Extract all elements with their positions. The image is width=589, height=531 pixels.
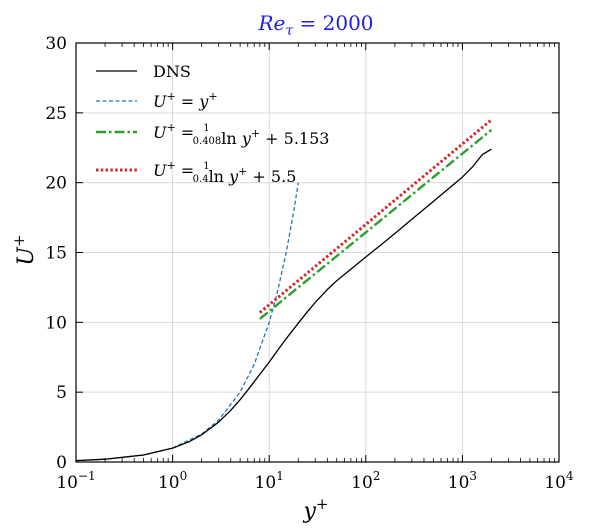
series-line-3 xyxy=(258,118,493,314)
x-tick-label-exponent: 3 xyxy=(469,469,477,483)
legend-label-log2: U+ = 1 0.4ln y+ + 5.5 xyxy=(153,159,296,186)
y-axis-label-base: U xyxy=(14,246,39,266)
legend-text-part: y xyxy=(228,167,239,186)
legend-text-part: y xyxy=(198,92,209,111)
legend-text-part: U xyxy=(153,92,167,111)
y-tick-label: 5 xyxy=(56,383,67,403)
title-rest: = 2000 xyxy=(293,11,373,35)
x-tick-label-base: 10 xyxy=(448,473,470,493)
x-tick-label-base: 10 xyxy=(56,473,78,493)
x-tick-label: 104 xyxy=(544,469,574,493)
legend-text-part: + 5.5 xyxy=(247,167,296,186)
grid-lines xyxy=(76,43,559,462)
legend-text-part: = xyxy=(176,123,200,142)
x-axis-label-sup: + xyxy=(316,495,329,513)
legend-text-part: + xyxy=(166,159,175,172)
y-axis-label-sup: + xyxy=(10,234,28,247)
x-axis-label: y+ xyxy=(302,495,328,524)
legend-text-part: + 5.153 xyxy=(260,129,329,148)
series-line-2 xyxy=(259,128,493,320)
x-tick-label: 103 xyxy=(448,469,477,493)
x-tick-label-exponent: 1 xyxy=(276,469,284,483)
series-line-0 xyxy=(75,148,492,462)
y-tick-label: 30 xyxy=(45,34,67,54)
x-tick-label: 100 xyxy=(158,469,187,493)
x-tick-label-exponent: 2 xyxy=(373,469,381,483)
legend-text-part: = xyxy=(176,161,200,180)
legend-label-visc: U+ = y+ xyxy=(153,90,218,111)
x-tick-label: 101 xyxy=(255,469,284,493)
y-tick-label: 10 xyxy=(45,313,67,333)
x-axis-label-base: y xyxy=(302,499,316,524)
title-re: Re xyxy=(257,11,285,35)
y-tick-label: 25 xyxy=(45,104,67,124)
legend-text-part: y xyxy=(241,129,252,148)
x-tick-label: 10−1 xyxy=(56,469,95,493)
legend-text-part: + xyxy=(166,90,175,103)
legend-text-part: U xyxy=(153,161,167,180)
legend-text-part: = xyxy=(176,92,200,111)
y-tick-label: 15 xyxy=(45,244,67,264)
legend-label-log1: U+ = 1 0.408ln y+ + 5.153 xyxy=(153,121,329,148)
x-tick-label-base: 10 xyxy=(255,473,277,493)
legend-frac-num: 1 xyxy=(203,161,209,172)
tick-group xyxy=(75,42,560,463)
legend-frac-num: 1 xyxy=(203,123,209,134)
x-tick-label-exponent: 0 xyxy=(180,469,188,483)
y-axis-label: U+ xyxy=(10,234,39,265)
x-tick-label-exponent: 4 xyxy=(566,469,574,483)
legend-text-part: ln xyxy=(221,129,242,148)
legend-text-part: U xyxy=(153,123,167,142)
x-tick-label-exponent: −1 xyxy=(78,469,96,483)
x-tick-label-base: 10 xyxy=(544,473,566,493)
legend-frac-den: 0.4 xyxy=(193,174,209,185)
chart-title: Reτ = 2000 xyxy=(257,11,373,39)
legend-text-part: + xyxy=(166,121,175,134)
series-group xyxy=(75,118,493,462)
x-tick-label-base: 10 xyxy=(351,473,373,493)
y-tick-label: 0 xyxy=(56,453,67,473)
title-subscript: τ xyxy=(285,23,293,39)
x-tick-label: 102 xyxy=(351,469,380,493)
x-tick-label-base: 10 xyxy=(158,473,180,493)
legend-text-part: + xyxy=(208,90,217,103)
legend-text-part: ln xyxy=(209,167,230,186)
legend-frac-den: 0.408 xyxy=(193,136,222,147)
legend-text-part: DNS xyxy=(153,62,191,81)
y-tick-label: 20 xyxy=(45,174,67,194)
legend-text-part: + xyxy=(238,165,247,178)
legend-label-DNS: DNS xyxy=(153,62,191,81)
legend-text-part: + xyxy=(251,127,260,140)
